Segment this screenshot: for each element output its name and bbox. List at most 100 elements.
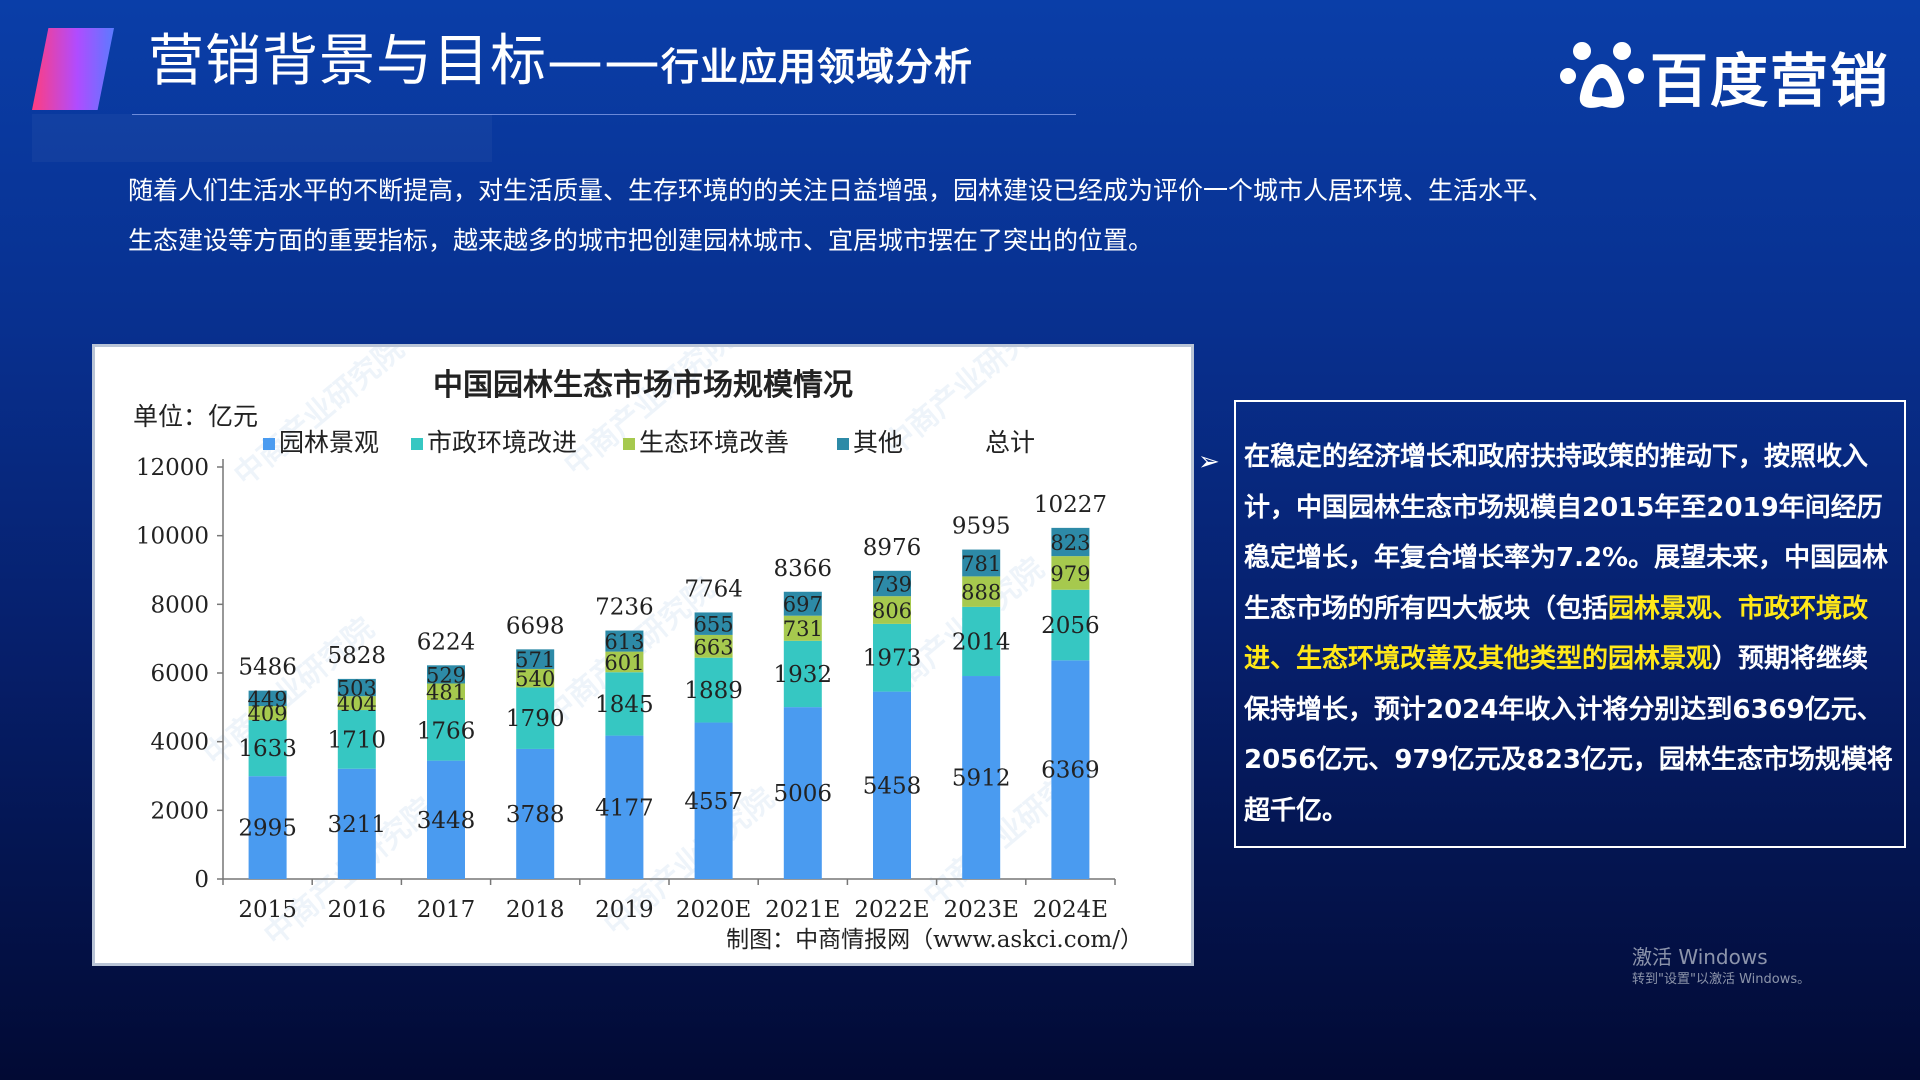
intro-line-1: 随着人们生活水平的不断提高，对生活质量、生存环境的的关注日益增强，园林建设已经成…: [128, 176, 1554, 205]
title-shadow-strip: [32, 114, 492, 162]
data-label: 5006: [774, 781, 833, 807]
data-label: 655: [694, 613, 734, 637]
data-label: 1790: [506, 706, 565, 732]
data-label: 806: [872, 599, 912, 623]
summary-callout: 在稳定的经济增长和政府扶持政策的推动下，按照收入计，中国园林生态市场规模自201…: [1234, 400, 1906, 848]
legend-swatch: [263, 438, 275, 450]
bar-segment: [427, 760, 465, 879]
total-label: 5828: [328, 643, 387, 669]
data-label: 5912: [952, 766, 1011, 792]
bar-segment: [694, 657, 733, 723]
y-tick-label: 0: [194, 867, 209, 893]
legend-label-total: 总计: [985, 428, 1035, 457]
data-label: 739: [872, 573, 912, 597]
bar-segment: [873, 570, 911, 597]
page-title-dash: ——: [547, 29, 661, 94]
legend-label: 园林景观: [279, 428, 379, 457]
bar-segment: [1051, 556, 1090, 590]
x-tick-label: 2022E: [854, 897, 929, 923]
bar-segment: [248, 706, 287, 721]
legend-label: 市政环境改进: [427, 428, 577, 457]
legend-swatch: [837, 438, 849, 450]
bar-segment: [1051, 589, 1090, 661]
data-label: 571: [515, 648, 555, 672]
data-label: 2014: [952, 629, 1011, 655]
total-label: 6698: [506, 613, 565, 639]
data-label: 5458: [863, 773, 922, 799]
data-label: 540: [515, 667, 555, 691]
x-tick-label: 2017: [417, 897, 476, 923]
bar-segment: [337, 696, 376, 711]
data-label: 409: [248, 702, 288, 726]
bar-segment: [427, 665, 465, 684]
x-tick-label: 2020E: [676, 897, 751, 923]
data-label: 2995: [238, 816, 297, 842]
bar-segment: [1051, 527, 1090, 557]
bar-segment: [337, 710, 376, 769]
chart-unit-label: 单位：亿元: [133, 402, 258, 431]
total-label: 10227: [1034, 492, 1107, 518]
bar-segment: [694, 634, 733, 658]
data-label: 1766: [417, 718, 476, 744]
bar-segment: [516, 668, 555, 688]
x-tick-label: 2021E: [765, 897, 840, 923]
x-tick-label: 2015: [238, 897, 297, 923]
data-label: 6369: [1041, 758, 1100, 784]
bar-segment: [427, 699, 465, 761]
windows-activation-watermark: 激活 Windows 转到"设置"以激活 Windows。: [1632, 944, 1810, 990]
data-label: 1633: [238, 736, 297, 762]
callout-text-b: ）预期将继续保持增长，预计2024年收入计将分别达到6369亿元、2056亿元、…: [1244, 644, 1893, 826]
total-label: 6224: [417, 629, 476, 655]
data-label: 4177: [595, 795, 654, 821]
bar-segment: [248, 720, 287, 777]
baidu-paw-icon: [1559, 36, 1644, 116]
bar-segment: [962, 576, 1001, 607]
total-label: 5486: [238, 655, 297, 681]
bar-segment: [337, 678, 376, 697]
x-tick-label: 2024E: [1033, 897, 1108, 923]
intro-line-2: 生态建设等方面的重要指标，越来越多的城市把创建园林城市、宜居城市摆在了突出的位置…: [128, 226, 1154, 255]
data-label: 503: [337, 677, 377, 701]
data-label: 1932: [774, 662, 833, 688]
data-label: 529: [426, 663, 466, 687]
y-tick-label: 10000: [136, 524, 209, 550]
data-label: 823: [1050, 531, 1090, 555]
total-label: 7764: [684, 576, 743, 602]
data-label: 1845: [595, 692, 654, 718]
data-label: 731: [783, 617, 823, 641]
bar-segment: [605, 672, 644, 736]
bar-segment: [516, 687, 555, 749]
bar-segment: [962, 606, 1001, 677]
bar-segment: [783, 640, 822, 708]
brand-logo: 百度营销: [1559, 36, 1890, 116]
legend-label: 生态环境改善: [639, 428, 789, 457]
callout-highlight: 园林景观、市政环境改进、生态环境改善及其他类型的园林景观: [1244, 593, 1869, 675]
data-label: 4557: [684, 789, 743, 815]
bar-segment: [516, 748, 555, 879]
market-size-chart: 中商产业研究院 中商产业研究院 中商产业研究院 中商产业研究院 中商产业研究院 中商产业研…: [92, 344, 1194, 966]
legend-swatch: [623, 438, 635, 450]
x-tick-label: 2018: [506, 897, 565, 923]
bar-segment: [605, 651, 644, 673]
data-label: 697: [783, 593, 823, 617]
bar-segment: [427, 683, 465, 700]
y-tick-label: 6000: [150, 661, 209, 687]
bar-segment: [873, 596, 911, 624]
bar-segment: [962, 549, 1001, 577]
data-label: 601: [604, 651, 644, 675]
data-label: 3788: [506, 802, 565, 828]
bar-segment: [248, 776, 287, 879]
data-label: 481: [426, 681, 466, 705]
title-divider: [132, 114, 1076, 115]
windows-watermark-line-2: 转到"设置"以激活 Windows。: [1632, 972, 1811, 987]
data-label: 1710: [328, 727, 387, 753]
bar-segment: [1051, 660, 1090, 879]
chart-source: 制图：中商情报网（www.askci.com/）: [726, 927, 1143, 953]
page-title: 营销背景与目标——行业应用领域分析: [148, 30, 973, 99]
data-label: 3448: [417, 808, 476, 834]
data-label: 663: [694, 635, 734, 659]
bar-segment: [962, 676, 1001, 879]
total-label: 7236: [595, 595, 654, 621]
total-label: 8976: [863, 535, 922, 561]
chart-title: 中国园林生态市场市场规模情况: [433, 368, 853, 403]
